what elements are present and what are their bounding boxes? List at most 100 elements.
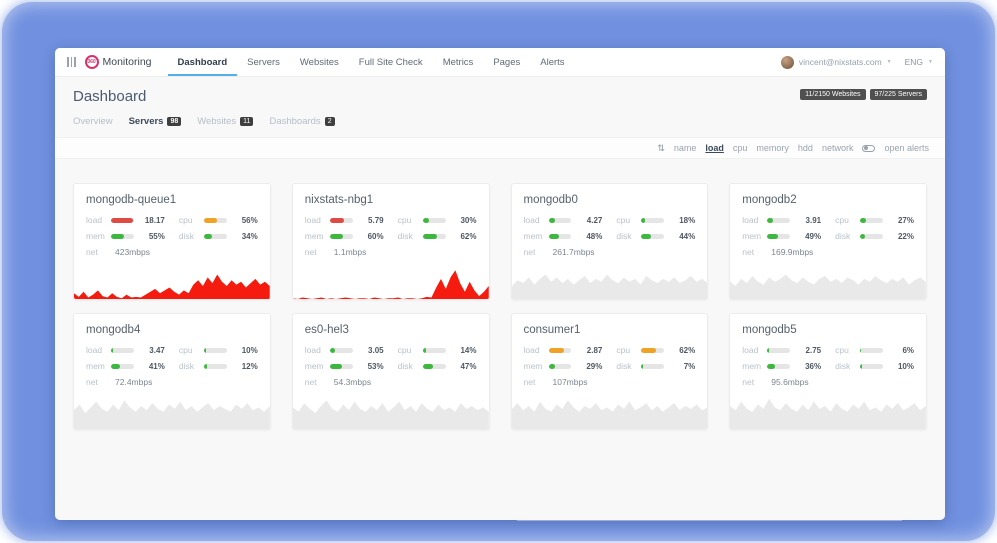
server-card[interactable]: nixstats-nbg1 load 5.79 cpu 30% mem 60% …: [291, 183, 490, 300]
stat-bar-track: [767, 363, 791, 369]
sparkline-chart: [511, 274, 708, 299]
sort-option-memory[interactable]: memory: [756, 143, 789, 153]
chevron-down-icon: ▼: [886, 59, 892, 65]
stat-label: disk: [835, 361, 851, 371]
stat-bar-fill: [548, 217, 555, 223]
server-name: mongodb2: [742, 194, 797, 206]
nav-item-alerts[interactable]: Alerts: [540, 56, 565, 68]
server-card[interactable]: mongodb0 load 4.27 cpu 18% mem 48% disk …: [510, 183, 709, 300]
stat-bar-fill: [767, 233, 779, 239]
stat-net: net 423mbps: [86, 247, 165, 257]
sort-option-name[interactable]: name: [673, 143, 697, 153]
sparkline-chart: [292, 270, 489, 299]
stat-load: load 3.91: [742, 215, 821, 225]
user-avatar[interactable]: [780, 55, 794, 69]
tab-label: Overview: [73, 116, 113, 127]
stat-value: 60%: [367, 231, 384, 241]
tab-overview[interactable]: Overview: [73, 116, 113, 127]
stat-bar-fill: [422, 233, 437, 239]
stat-value: 49%: [805, 231, 822, 241]
stat-bar-fill: [860, 363, 863, 369]
stat-label: load: [86, 345, 103, 355]
open-alerts-toggle-icon[interactable]: [862, 144, 876, 152]
stat-label: cpu: [835, 345, 849, 355]
stat-cpu: cpu 27%: [835, 215, 914, 225]
stat-bar-track: [422, 363, 446, 369]
stat-label: disk: [178, 231, 194, 241]
nav-item-pages[interactable]: Pages: [493, 56, 521, 68]
tab-dashboards[interactable]: Dashboards 2: [269, 116, 335, 127]
stat-bar-track: [329, 233, 353, 239]
cards-grid: mongodb-queue1 load 18.17 cpu 56% mem 55…: [55, 159, 945, 430]
stat-value: 41%: [148, 361, 165, 371]
stat-bar-track: [767, 217, 791, 223]
server-card[interactable]: mongodb2 load 3.91 cpu 27% mem 49% disk …: [729, 183, 927, 300]
stat-mem: mem 60%: [305, 231, 384, 241]
server-card[interactable]: consumer1 load 2.87 cpu 62% mem 29% disk…: [510, 313, 709, 430]
stat-net: net 169.9mbps: [742, 247, 821, 257]
stat-mem: mem 41%: [86, 361, 165, 371]
stat-cpu: cpu 56%: [179, 215, 258, 225]
tab-websites[interactable]: Websites 11: [197, 116, 254, 127]
stat-bar-track: [860, 233, 883, 239]
server-name: nixstats-nbg1: [304, 194, 374, 206]
stat-bar-fill: [329, 233, 344, 239]
stat-bar-track: [860, 347, 883, 353]
sort-option-cpu[interactable]: cpu: [732, 143, 748, 153]
stat-bar-fill: [641, 233, 652, 239]
stat-bar-track: [548, 233, 572, 239]
stat-label: mem: [304, 361, 324, 371]
stat-mem: mem 29%: [524, 361, 603, 371]
stat-label: mem: [523, 361, 543, 371]
stat-value: 27%: [897, 215, 914, 225]
server-card[interactable]: es0-hel3 load 3.05 cpu 14% mem 53% disk …: [291, 313, 490, 430]
stat-bar-fill: [203, 233, 212, 239]
stat-net: net 95.6mbps: [742, 377, 821, 387]
stat-label: disk: [616, 361, 632, 371]
stat-net: net 72.4mbps: [86, 377, 165, 387]
stat-value: 18.17: [144, 215, 165, 225]
stat-value: 2.75: [805, 345, 822, 355]
stat-label: cpu: [616, 345, 631, 355]
nav-item-servers[interactable]: Servers: [247, 56, 280, 68]
server-card[interactable]: mongodb-queue1 load 18.17 cpu 56% mem 55…: [73, 183, 271, 300]
stat-disk: disk 22%: [835, 231, 914, 241]
nav-item-dashboard[interactable]: Dashboard: [167, 48, 238, 76]
server-stats: load 18.17 cpu 56% mem 55% disk 34% net: [74, 215, 270, 263]
stat-net: net 107mbps: [524, 377, 603, 387]
sort-option-hdd[interactable]: hdd: [797, 143, 813, 153]
stat-bar-fill: [860, 217, 867, 223]
nav-item-metrics[interactable]: Metrics: [442, 56, 474, 68]
sparkline-chart: [511, 400, 708, 429]
user-email[interactable]: vincent@nixstats.com: [798, 57, 882, 67]
stat-label: net: [86, 247, 98, 257]
server-card[interactable]: mongodb4 load 3.47 cpu 10% mem 41% disk …: [73, 313, 271, 430]
header-badges: 11/2150 Websites 97/225 Servers: [800, 89, 927, 100]
stat-label: load: [523, 215, 540, 225]
sort-option-network[interactable]: network: [821, 143, 854, 153]
app-grid-icon[interactable]: [67, 57, 76, 67]
sort-options: name load cpu memory hdd network: [674, 143, 854, 153]
stat-value: 47%: [460, 361, 477, 371]
stat-bar-fill: [111, 363, 121, 369]
title-row: Dashboard 11/2150 Websites 97/225 Servers: [55, 77, 945, 105]
brand-logo[interactable]: 360 Monitoring: [84, 48, 152, 76]
stat-bar-fill: [767, 347, 770, 353]
server-name: mongodb4: [86, 324, 141, 336]
nav-item-websites[interactable]: Websites: [299, 56, 339, 68]
nav-item-full-site-check[interactable]: Full Site Check: [358, 56, 423, 68]
content-area: Dashboard 11/2150 Websites 97/225 Servers…: [55, 77, 945, 520]
language-selector[interactable]: ENG: [904, 57, 924, 67]
tab-servers[interactable]: Servers 98: [129, 116, 182, 127]
stat-disk: disk 62%: [398, 231, 477, 241]
stat-bar-fill: [329, 363, 342, 369]
nav-user-area: vincent@nixstats.com ▼ ENG ▼: [780, 48, 933, 76]
net-value: 169.9mbps: [771, 247, 814, 257]
stat-value: 6%: [902, 345, 914, 355]
stat-label: net: [86, 377, 98, 387]
stat-disk: disk 7%: [616, 361, 695, 371]
sort-option-load[interactable]: load: [705, 143, 724, 153]
tab-label: Dashboards: [269, 116, 321, 127]
open-alerts-label[interactable]: open alerts: [884, 143, 929, 153]
server-card[interactable]: mongodb5 load 2.75 cpu 6% mem 36% disk 1…: [729, 313, 927, 430]
